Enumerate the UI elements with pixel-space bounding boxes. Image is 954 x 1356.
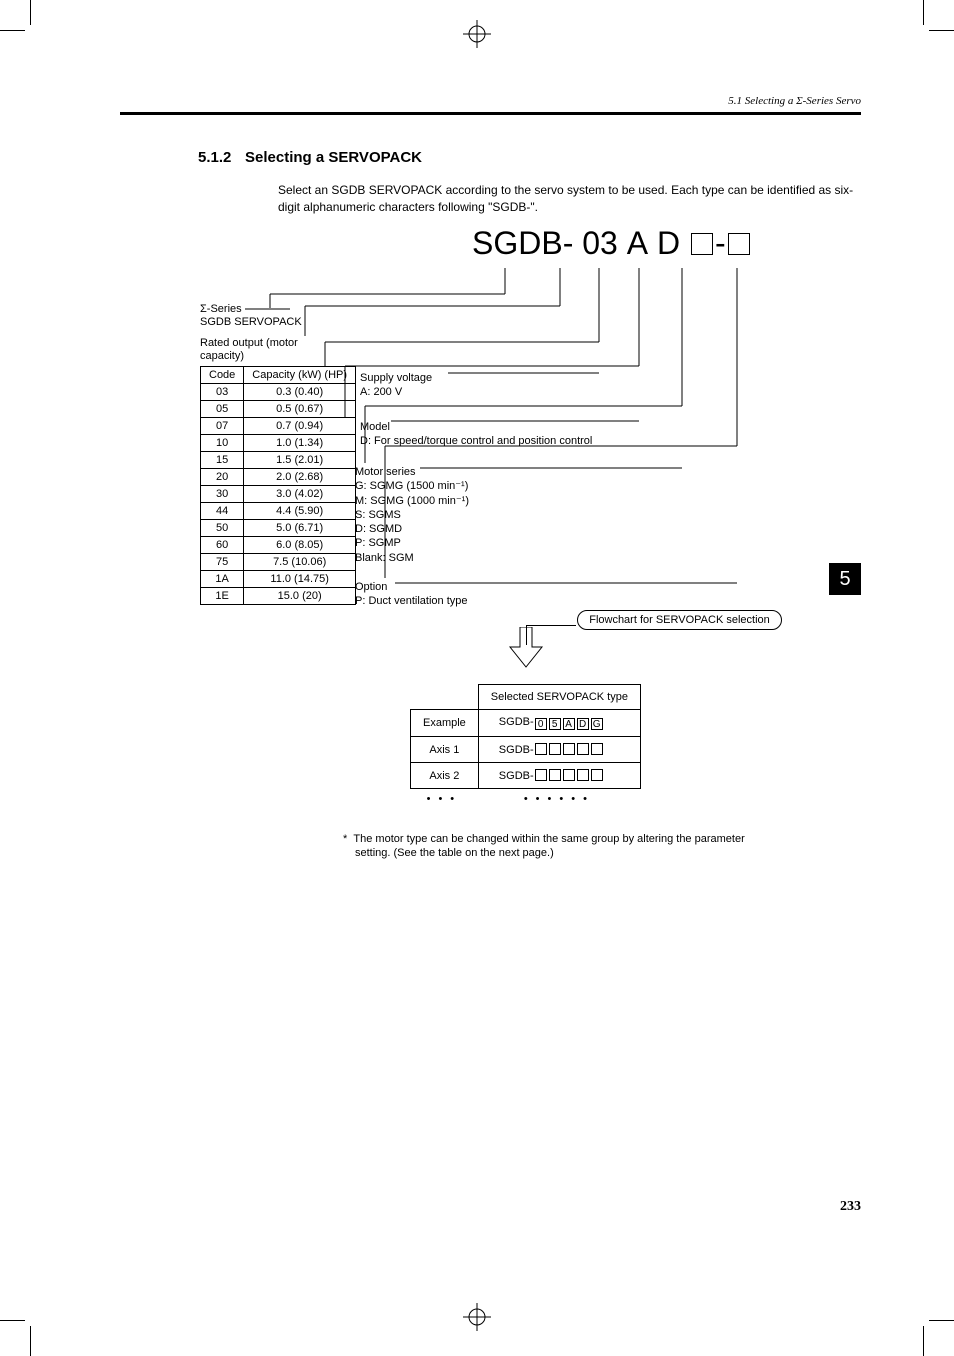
cell-code: 75 (201, 554, 244, 571)
selection-table: Selected SERVOPACK type ExampleSGDB-05AD… (410, 684, 641, 811)
table-row: 444.4 (5.90) (201, 503, 356, 520)
th-selected-type: Selected SERVOPACK type (478, 685, 640, 710)
cell-code: 07 (201, 418, 244, 435)
option-block: Option P: Duct ventilation type (355, 580, 468, 609)
series-label: Σ-Series SGDB SERVOPACK (200, 303, 302, 329)
placeholder-box (691, 233, 713, 255)
section-number: 5.1.2 (198, 149, 231, 166)
cell-capacity: 0.3 (0.40) (244, 384, 356, 401)
code-box (577, 743, 589, 755)
cell-capacity: 2.0 (2.68) (244, 469, 356, 486)
cell-capacity: 7.5 (10.06) (244, 554, 356, 571)
cell-capacity: 5.0 (6.71) (244, 520, 356, 537)
cell-capacity: 15.0 (20) (244, 588, 356, 605)
code-box (563, 743, 575, 755)
ellipsis: •••••• (478, 789, 640, 812)
cell-code: 20 (201, 469, 244, 486)
th-capacity: Capacity (kW) (HP) (244, 367, 356, 384)
table-row: 303.0 (4.02) (201, 486, 356, 503)
code-box (535, 769, 547, 781)
code-box (591, 743, 603, 755)
model-digit: 03 (582, 225, 618, 261)
code-box: G (591, 718, 603, 730)
code-box (535, 743, 547, 755)
cell-capacity: 1.0 (1.34) (244, 435, 356, 452)
table-row: 151.5 (2.01) (201, 452, 356, 469)
table-row: 202.0 (2.68) (201, 469, 356, 486)
cell-capacity: 0.7 (0.94) (244, 418, 356, 435)
placeholder-box (728, 233, 750, 255)
flowchart-label: Flowchart for SERVOPACK selection (577, 610, 782, 630)
running-header: 5.1 Selecting a Σ-Series Servo (728, 95, 861, 107)
code-box: 5 (549, 718, 561, 730)
registration-mark (463, 1303, 491, 1331)
intro-paragraph: Select an SGDB SERVOPACK according to th… (278, 182, 863, 216)
model-code-display: SGDB- 03 A D - (472, 225, 752, 262)
cell-type: SGDB- (478, 763, 640, 789)
model-block: Model D: For speed/torque control and po… (360, 420, 592, 449)
table-row: 606.0 (8.05) (201, 537, 356, 554)
cell-code: 1E (201, 588, 244, 605)
table-row: 030.3 (0.40) (201, 384, 356, 401)
table-row: 1A11.0 (14.75) (201, 571, 356, 588)
flow-arrow-icon (508, 627, 544, 675)
cell-type: SGDB- (478, 737, 640, 763)
table-row: Axis 2SGDB- (411, 763, 641, 789)
code-box (563, 769, 575, 781)
table-row: 101.0 (1.34) (201, 435, 356, 452)
code-box: A (563, 718, 575, 730)
cell-code: 1A (201, 571, 244, 588)
table-row: 1E15.0 (20) (201, 588, 356, 605)
supply-voltage-block: Supply voltage A: 200 V (360, 371, 432, 400)
table-row: ExampleSGDB-05ADG (411, 710, 641, 737)
cell-code: 10 (201, 435, 244, 452)
cell-code: 60 (201, 537, 244, 554)
cell-label: Example (411, 710, 479, 737)
code-box (591, 769, 603, 781)
cell-capacity: 11.0 (14.75) (244, 571, 356, 588)
cell-capacity: 0.5 (0.67) (244, 401, 356, 418)
flow-connector (526, 625, 576, 626)
registration-mark (463, 20, 491, 48)
code-box (549, 769, 561, 781)
cell-code: 15 (201, 452, 244, 469)
cell-capacity: 4.4 (5.90) (244, 503, 356, 520)
rated-output-label: Rated output (motor capacity) (200, 337, 320, 363)
cell-code: 03 (201, 384, 244, 401)
cell-code: 50 (201, 520, 244, 537)
cell-capacity: 6.0 (8.05) (244, 537, 356, 554)
cell-code: 44 (201, 503, 244, 520)
cell-capacity: 3.0 (4.02) (244, 486, 356, 503)
model-digit: D (657, 225, 680, 261)
cell-capacity: 1.5 (2.01) (244, 452, 356, 469)
section-title: Selecting a SERVOPACK (245, 149, 422, 166)
cell-type: SGDB-05ADG (478, 710, 640, 737)
cell-label: Axis 1 (411, 737, 479, 763)
footnote: * The motor type can be changed within t… (343, 832, 773, 861)
cell-code: 05 (201, 401, 244, 418)
cell-label: Axis 2 (411, 763, 479, 789)
footnote-marker: * (343, 833, 347, 845)
code-box (549, 743, 561, 755)
table-row: 050.5 (0.67) (201, 401, 356, 418)
cell-code: 30 (201, 486, 244, 503)
thumb-index: 5 (829, 563, 861, 595)
model-prefix: SGDB- (472, 225, 573, 261)
table-row: 757.5 (10.06) (201, 554, 356, 571)
th-code: Code (201, 367, 244, 384)
code-box: 0 (535, 718, 547, 730)
capacity-table: Code Capacity (kW) (HP) 030.3 (0.40)050.… (200, 366, 356, 605)
table-row: 505.0 (6.71) (201, 520, 356, 537)
model-digit: A (627, 225, 648, 261)
code-box (577, 769, 589, 781)
motor-series-block: Motor series G: SGMG (1500 min⁻¹) M: SGM… (355, 465, 469, 565)
header-rule (120, 112, 861, 115)
code-box: D (577, 718, 589, 730)
table-row: Axis 1SGDB- (411, 737, 641, 763)
page-number: 233 (840, 1199, 861, 1215)
table-row: 070.7 (0.94) (201, 418, 356, 435)
ellipsis: ••• (411, 789, 479, 812)
